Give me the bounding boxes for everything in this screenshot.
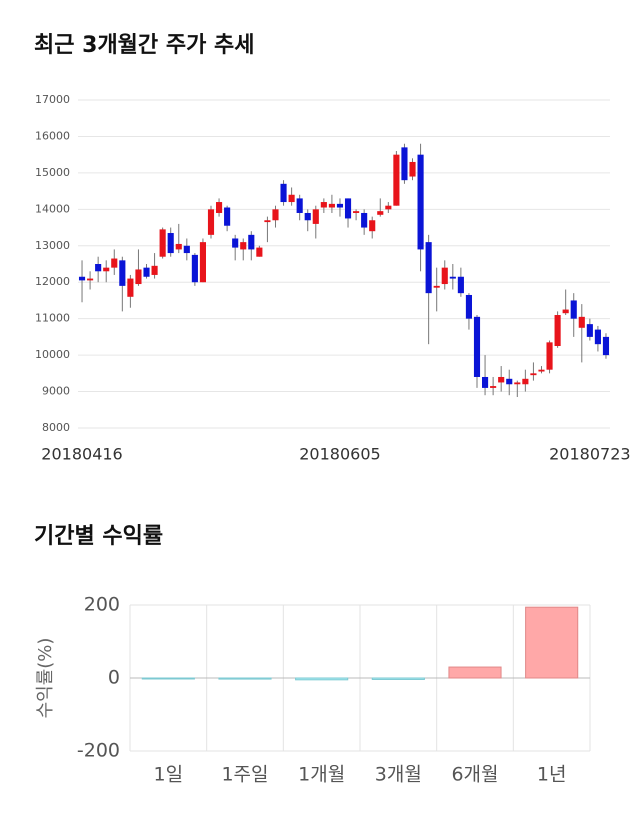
candle-body — [240, 242, 247, 250]
candle-body — [570, 300, 577, 319]
x-tick-label: 1개월 — [298, 764, 345, 786]
candle-body — [433, 285, 440, 288]
candle-body — [441, 267, 448, 285]
bar — [218, 677, 272, 680]
candle-body — [175, 243, 182, 250]
candle-body — [506, 378, 513, 385]
y-tick-label: 16000 — [35, 129, 70, 142]
y-tick-label: 0 — [108, 667, 120, 689]
candle-body — [425, 242, 432, 294]
y-tick-label: 200 — [84, 594, 120, 616]
candle-body — [361, 212, 368, 228]
candle-body — [304, 212, 311, 221]
bar — [525, 606, 579, 679]
y-tick-label: 14000 — [35, 202, 70, 215]
candle-body — [328, 203, 335, 208]
chart-title: 기간별 수익률 — [34, 524, 163, 549]
candle-body — [602, 336, 610, 356]
candle-body — [538, 369, 545, 372]
candle-body — [183, 245, 190, 254]
y-tick-label: 13000 — [35, 239, 70, 252]
candle-body — [554, 315, 561, 346]
bar — [371, 677, 425, 680]
candle-body — [288, 194, 295, 203]
candle-body — [369, 220, 376, 232]
candle-body — [562, 309, 569, 314]
x-tick-label: 1년 — [537, 764, 567, 786]
y-tick-label: 8000 — [42, 421, 70, 434]
candle-body — [401, 147, 408, 181]
x-tick-label: 1일 — [154, 764, 184, 786]
candle-body — [457, 276, 464, 294]
x-tick-label: 1주일 — [221, 764, 268, 786]
candle-body — [417, 154, 424, 250]
candle-body — [167, 233, 174, 254]
candle-body — [385, 205, 392, 210]
candle-body — [522, 378, 529, 385]
candle-body — [159, 229, 166, 257]
y-tick-label: 17000 — [35, 93, 70, 106]
candle-body — [473, 316, 481, 377]
candle-body — [78, 276, 86, 281]
candle-body — [143, 267, 150, 277]
candle-body — [151, 265, 158, 275]
candle-body — [199, 242, 207, 283]
candle-body — [215, 202, 223, 213]
candle-body — [514, 382, 521, 385]
candle-body — [481, 376, 489, 388]
candle-body — [498, 376, 505, 383]
y-tick-label: 10000 — [35, 348, 70, 361]
candle-body — [248, 234, 255, 250]
candle-body — [377, 211, 384, 215]
candle-body — [272, 209, 279, 221]
candle-body — [103, 267, 110, 272]
x-tick-label: 20180416 — [41, 445, 122, 464]
candle-body — [393, 154, 400, 206]
candle-body — [127, 278, 134, 297]
bar — [448, 666, 502, 679]
candle-body — [135, 269, 142, 285]
candle-body — [546, 342, 553, 370]
candle-body — [586, 324, 593, 337]
y-tick-label: 12000 — [35, 275, 70, 288]
y-tick-label: 9000 — [42, 385, 70, 398]
candle-body — [296, 198, 303, 213]
candle-body — [111, 258, 118, 268]
candle-body — [353, 211, 360, 213]
y-axis-label: 수익률(%) — [35, 638, 56, 719]
candle-body — [224, 207, 231, 226]
candle-body — [578, 316, 585, 328]
candle-body — [95, 264, 102, 272]
x-tick-label: 20180605 — [299, 445, 380, 464]
candle-body — [280, 183, 287, 203]
candle-body — [256, 247, 263, 257]
candle-body — [312, 209, 319, 224]
candle-body — [207, 209, 215, 235]
y-tick-label: 15000 — [35, 166, 70, 179]
bar — [141, 677, 195, 680]
x-tick-label: 6개월 — [451, 764, 498, 786]
candle-body — [232, 238, 239, 248]
candle-body — [87, 278, 94, 281]
candle-body — [465, 294, 473, 319]
candle-body — [449, 276, 456, 279]
candle-body — [320, 202, 327, 208]
candle-body — [530, 373, 537, 376]
x-tick-label: 3개월 — [375, 764, 422, 786]
candle-body — [490, 386, 497, 388]
y-tick-label: -200 — [77, 740, 120, 762]
candle-body — [594, 329, 601, 345]
y-tick-label: 11000 — [35, 312, 70, 325]
candle-body — [264, 220, 271, 223]
chart-title: 최근 3개월간 주가 추세 — [34, 33, 254, 58]
candle-body — [336, 203, 344, 208]
candle-body — [409, 161, 416, 177]
candle-body — [119, 260, 126, 286]
candle-body — [191, 254, 198, 283]
bar — [295, 677, 349, 681]
x-tick-label: 20180723 — [549, 445, 630, 464]
candle-body — [344, 198, 352, 219]
